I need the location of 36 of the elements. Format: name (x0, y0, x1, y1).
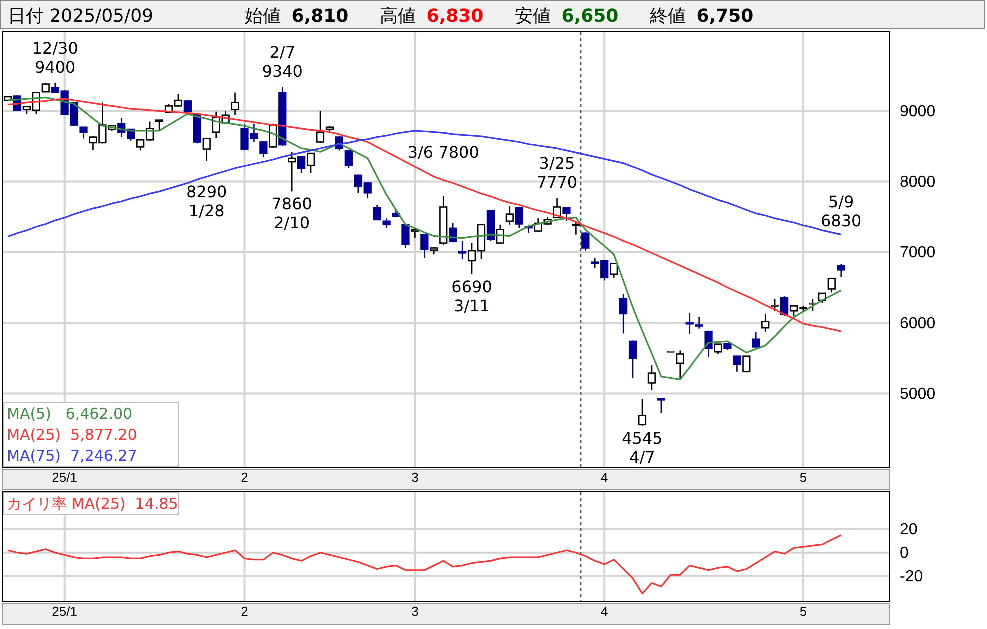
annotation: 4545 4/7 (622, 428, 663, 467)
x-tick-label: 4 (600, 470, 608, 486)
text: 終値 6,750 (649, 6, 754, 27)
chart-title: 日付 2025/05/09 (8, 6, 154, 27)
text: カイリ率 MA(25) 14.85 (7, 495, 178, 513)
annotation: 12/30 9400 (32, 38, 78, 77)
text: 高値 6,830 (380, 6, 484, 27)
annotation: 8290 1/28 (186, 182, 228, 220)
text: 始値 6,810 (245, 6, 349, 27)
annotation: 3/6 7800 (408, 142, 480, 162)
text: MA(75) 7,246.27 (7, 447, 138, 465)
text: 安値 6,650 (515, 6, 619, 27)
y-tick-label: -20 (900, 568, 924, 586)
y-tick-label: 5000 (900, 386, 936, 403)
x-tick-label: 2 (241, 604, 248, 620)
text: MA(25) 5,877.20 (7, 426, 138, 444)
x-tick-label: 25/1 (52, 604, 78, 620)
x-tick-label: 2 (241, 470, 248, 486)
x-tick-label: 3 (412, 604, 419, 620)
annotation: 7860 2/10 (272, 194, 312, 233)
y-tick-label: 0 (900, 544, 909, 562)
x-tick-label: 3 (412, 470, 419, 486)
text: MA(5) 6,462.00 (7, 405, 133, 423)
y-tick-label: 9000 (900, 103, 936, 120)
annotation: 2/7 9340 (262, 43, 303, 82)
x-tick-label: 25/1 (52, 470, 78, 486)
x-tick-label: 4 (600, 604, 608, 620)
y-tick-label: 7000 (900, 244, 936, 262)
y-tick-label: 6000 (900, 315, 936, 332)
x-tick-label: 5 (800, 604, 808, 620)
annotation: 6690 3/11 (452, 277, 492, 316)
annotation: 5/9 6830 (821, 192, 862, 230)
y-tick-label: 8000 (900, 174, 936, 191)
y-tick-label: 20 (900, 522, 918, 539)
annotation: 3/25 7770 (536, 154, 578, 192)
x-tick-label: 5 (800, 470, 808, 486)
